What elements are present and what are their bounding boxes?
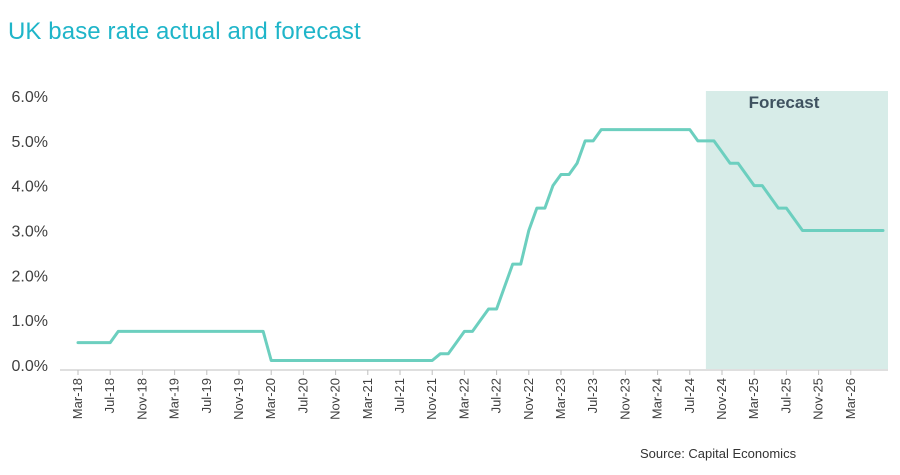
x-tick-label: Jul-24 — [682, 378, 697, 413]
x-tick-label: Jul-19 — [199, 378, 214, 413]
y-axis: 0.0% 1.0% 2.0% 3.0% 4.0% 5.0% 6.0% — [12, 89, 48, 375]
x-tick-label: Nov-24 — [714, 378, 729, 420]
y-tick-label: 0.0% — [12, 358, 48, 375]
x-tick-label: Mar-20 — [263, 378, 278, 419]
x-tick-label: Nov-23 — [617, 378, 632, 420]
x-tick-label: Jul-18 — [102, 378, 117, 413]
x-tick-label: Jul-22 — [489, 378, 504, 413]
x-tick-label: Jul-21 — [392, 378, 407, 413]
x-tick-label: Mar-21 — [360, 378, 375, 419]
x-tick-label: Mar-26 — [843, 378, 858, 419]
x-tick-label: Mar-25 — [746, 378, 761, 419]
x-tick-label: Mar-18 — [70, 378, 85, 419]
x-tick-label: Mar-19 — [167, 378, 182, 419]
source-note: Source: Capital Economics — [640, 446, 797, 461]
x-tick-label: Mar-24 — [650, 378, 665, 419]
x-tick-label: Nov-25 — [811, 378, 826, 420]
y-tick-label: 6.0% — [12, 89, 48, 106]
x-axis: Mar-18 Jul-18 Nov-18 Mar-19 Jul-19 Nov-19 Mar-… — [70, 370, 858, 420]
forecast-label: Forecast — [749, 93, 820, 112]
y-tick-label: 1.0% — [12, 313, 48, 330]
x-tick-label: Nov-21 — [424, 378, 439, 420]
y-tick-label: 3.0% — [12, 224, 48, 241]
x-tick-label: Jul-23 — [585, 378, 600, 413]
x-tick-label: Jul-25 — [778, 378, 793, 413]
x-tick-label: Mar-22 — [456, 378, 471, 419]
x-tick-label: Nov-19 — [231, 378, 246, 420]
y-tick-label: 2.0% — [12, 268, 48, 285]
series-group — [76, 128, 885, 363]
x-tick-label: Mar-23 — [553, 378, 568, 419]
x-tick-label: Nov-20 — [328, 378, 343, 420]
series-line-base-rate — [76, 128, 885, 363]
x-tick-label: Nov-22 — [521, 378, 536, 420]
y-tick-label: 4.0% — [12, 179, 48, 196]
x-tick-label: Nov-18 — [134, 378, 149, 420]
y-tick-label: 5.0% — [12, 134, 48, 151]
chart-title: UK base rate actual and forecast — [8, 18, 361, 45]
x-tick-label: Jul-20 — [295, 378, 310, 413]
